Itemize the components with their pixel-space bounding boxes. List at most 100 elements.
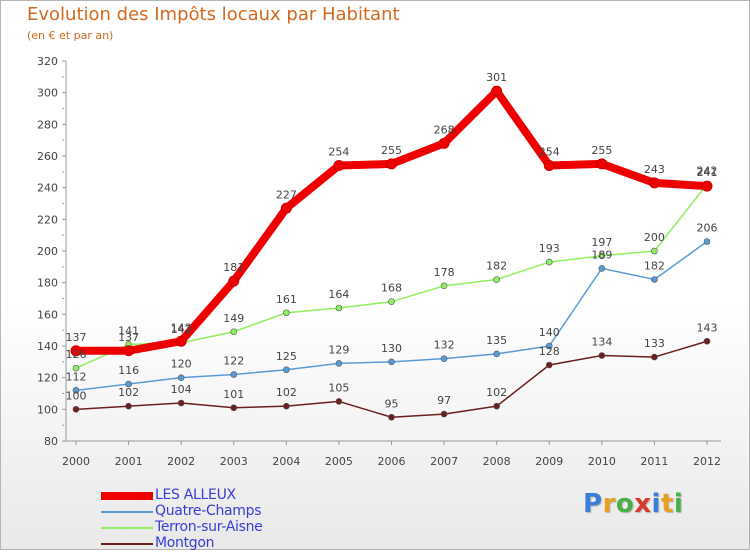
- legend-swatch: [101, 492, 153, 500]
- data-label: 227: [276, 188, 297, 201]
- data-point: [648, 177, 660, 189]
- y-tick-label: 160: [37, 308, 58, 321]
- data-point: [701, 180, 713, 192]
- data-label: 181: [223, 261, 244, 274]
- data-label: 116: [118, 364, 139, 377]
- y-tick-label: 140: [37, 340, 58, 353]
- data-point: [388, 298, 395, 305]
- data-label: 182: [486, 260, 507, 273]
- x-tick-label: 2012: [693, 455, 721, 468]
- data-point: [72, 387, 80, 394]
- data-point: [703, 337, 711, 345]
- data-point: [388, 358, 395, 366]
- data-point: [228, 275, 240, 287]
- data-label: 182: [644, 260, 665, 273]
- x-tick-label: 2009: [535, 455, 563, 468]
- data-point: [125, 380, 132, 388]
- logo-letter: x: [634, 489, 652, 519]
- data-point: [283, 309, 290, 317]
- legend-swatch: [101, 511, 153, 513]
- data-label: 268: [434, 123, 455, 136]
- data-label: 122: [223, 355, 244, 368]
- data-point: [335, 304, 343, 312]
- data-label: 141: [118, 324, 139, 337]
- x-tick-label: 2002: [167, 455, 195, 468]
- data-point: [283, 402, 290, 410]
- data-point: [493, 350, 500, 358]
- logo-letter: i: [673, 489, 684, 519]
- y-tick-label: 200: [37, 245, 58, 258]
- y-tick-label: 280: [37, 118, 58, 131]
- data-point: [72, 364, 80, 372]
- y-tick-label: 260: [37, 150, 58, 163]
- data-label: 254: [328, 146, 349, 159]
- data-point: [333, 160, 345, 171]
- data-label: 134: [591, 336, 612, 349]
- data-label: 102: [118, 386, 139, 399]
- logo-letter: r: [602, 489, 616, 519]
- data-point: [230, 404, 238, 412]
- data-label: 149: [223, 312, 244, 325]
- data-label: 161: [276, 293, 297, 306]
- data-label: 102: [276, 386, 297, 399]
- series-les-alleux: [70, 85, 713, 357]
- y-tick-label: 300: [37, 87, 58, 100]
- data-point: [491, 85, 503, 97]
- x-tick-label: 2007: [430, 455, 458, 468]
- data-label: 140: [539, 326, 560, 339]
- y-tick-label: 80: [44, 435, 58, 448]
- data-point: [598, 252, 606, 260]
- y-tick-label: 320: [37, 55, 58, 68]
- data-label: 164: [328, 288, 349, 301]
- x-tick-label: 2008: [483, 455, 511, 468]
- data-label: 132: [434, 339, 455, 352]
- data-label: 137: [66, 331, 87, 344]
- data-point: [598, 265, 606, 272]
- data-label: 206: [697, 222, 718, 235]
- data-label: 120: [171, 358, 192, 371]
- data-label: 133: [644, 337, 665, 350]
- data-label: 143: [171, 321, 192, 334]
- data-point: [335, 398, 343, 405]
- data-point: [440, 355, 448, 362]
- data-point: [335, 360, 343, 367]
- proxiti-logo: Proxiti: [583, 489, 683, 519]
- data-label: 254: [539, 146, 560, 159]
- data-point: [703, 238, 711, 245]
- data-label: 197: [591, 236, 612, 249]
- data-point: [386, 158, 397, 170]
- data-label: 241: [697, 166, 718, 179]
- y-tick-label: 220: [37, 213, 58, 226]
- data-label: 102: [486, 386, 507, 399]
- x-tick-label: 2010: [588, 455, 616, 468]
- data-label: 168: [381, 282, 402, 295]
- data-point: [280, 202, 292, 214]
- data-point: [545, 361, 553, 369]
- data-point: [440, 282, 448, 290]
- data-label: 142: [171, 323, 192, 336]
- data-label: 242: [697, 165, 718, 178]
- logo-letter: i: [651, 489, 661, 519]
- x-tick-label: 2003: [220, 455, 248, 468]
- data-label: 125: [276, 350, 297, 363]
- data-label: 255: [381, 144, 402, 157]
- data-label: 137: [118, 331, 139, 344]
- legend-swatch: [101, 543, 153, 545]
- y-tick-label: 180: [37, 277, 58, 290]
- data-label: 95: [385, 397, 399, 410]
- data-point: [175, 335, 187, 347]
- data-point: [545, 258, 553, 266]
- data-point: [125, 402, 132, 410]
- data-point: [493, 402, 500, 410]
- legend-swatch: [101, 527, 153, 529]
- data-label: 97: [437, 394, 451, 407]
- x-tick-label: 2011: [640, 455, 668, 468]
- data-label: 129: [328, 343, 349, 356]
- x-tick-label: 2006: [378, 455, 406, 468]
- data-label: 130: [381, 342, 402, 355]
- data-point: [70, 345, 82, 357]
- chart-subtitle: (en € et par an): [27, 29, 114, 42]
- data-point: [545, 342, 553, 350]
